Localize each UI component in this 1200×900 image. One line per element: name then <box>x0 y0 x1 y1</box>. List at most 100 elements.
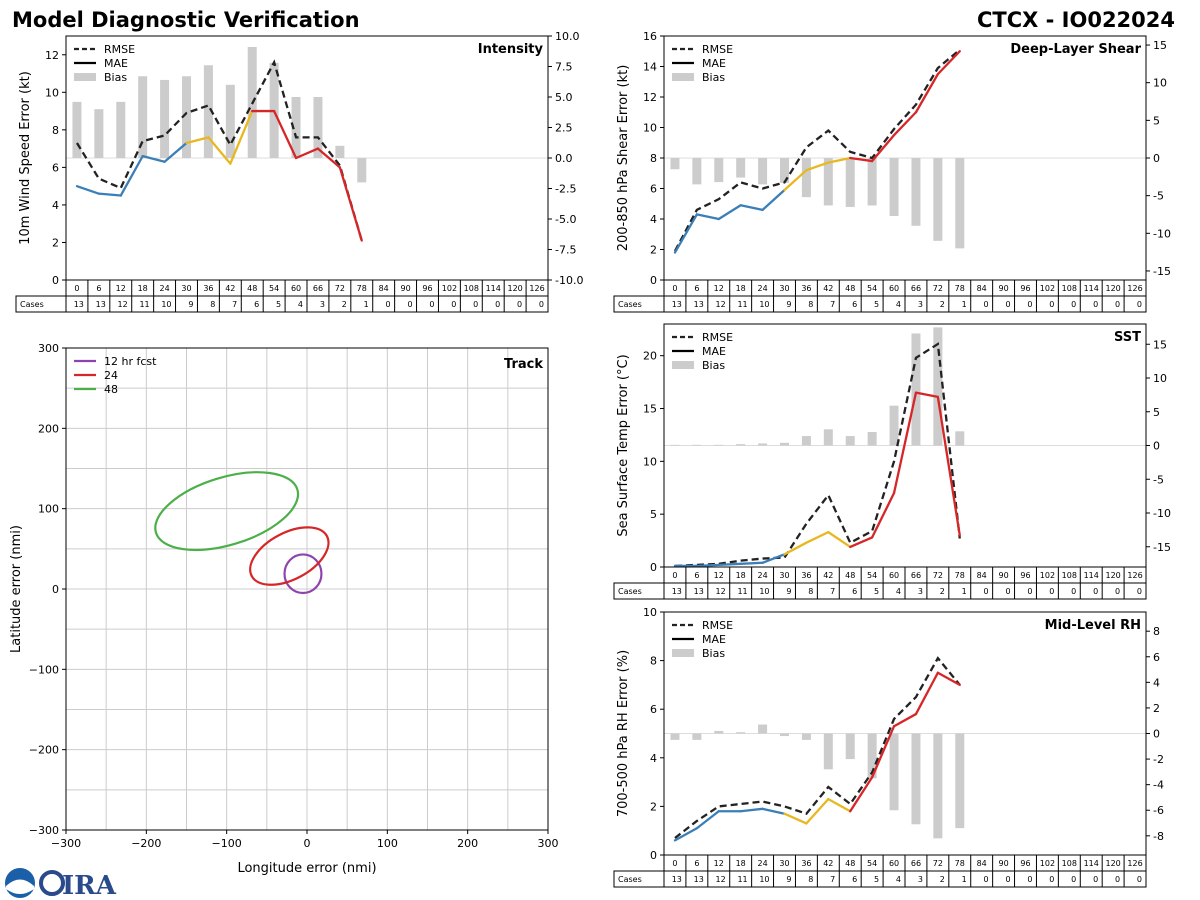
mae-segment <box>141 154 166 163</box>
case-count-cell: 5 <box>874 587 879 596</box>
bias-bar <box>889 733 899 811</box>
mae-segment <box>316 147 342 169</box>
mae-segment <box>870 133 896 163</box>
y2-tick-label: 0.0 <box>555 152 573 165</box>
lead-hour-cell: 84 <box>379 284 389 293</box>
bias-bar <box>801 158 811 198</box>
lead-hour-cell: 24 <box>757 284 767 293</box>
y-tick-label: 0 <box>52 583 59 596</box>
case-count-cell: 9 <box>786 587 791 596</box>
mae-segment <box>783 812 808 825</box>
y2-tick-label: 10 <box>1153 77 1167 90</box>
bias-bar <box>160 79 170 158</box>
lead-hour-cell: 12 <box>714 571 724 580</box>
y-tick-label: 0 <box>650 561 657 574</box>
mae-segment <box>739 561 764 565</box>
lead-hour-cell: 78 <box>955 284 965 293</box>
lead-hour-cell: 84 <box>977 571 987 580</box>
case-count-cell: 10 <box>759 875 769 884</box>
case-count-cell: 9 <box>786 875 791 884</box>
y2-tick-label: 10 <box>1153 372 1167 385</box>
lead-hour-cell: 18 <box>736 571 746 580</box>
bias-bar <box>845 158 855 207</box>
mae-segment <box>827 530 852 549</box>
y-axis-label: Sea Surface Temp Error (°C) <box>616 354 631 536</box>
mae-segment <box>936 671 961 687</box>
mae-segment <box>936 50 961 76</box>
y-tick-label: 2 <box>650 800 657 813</box>
case-count-cell: 9 <box>786 300 791 309</box>
lead-hour-cell: 90 <box>400 284 410 293</box>
case-count-cell: 0 <box>984 300 989 309</box>
mae-segment <box>739 204 764 212</box>
bias-bar <box>911 158 921 226</box>
cases-label: Cases <box>618 587 642 596</box>
case-count-cell: 13 <box>672 587 682 596</box>
rmse-line <box>75 59 363 241</box>
case-count-cell: 0 <box>1093 875 1098 884</box>
bias-bar <box>758 724 768 734</box>
x-tick-label: −100 <box>212 837 242 850</box>
case-count-cell: 3 <box>918 875 923 884</box>
x-axis-label: Longitude error (nmi) <box>237 861 376 876</box>
lead-hour-cell: 84 <box>977 859 987 868</box>
case-count-cell: 9 <box>188 300 193 309</box>
mae-segment <box>827 156 852 164</box>
y2-tick-label: -5.0 <box>555 213 576 226</box>
mae-segment <box>805 797 830 825</box>
case-count-cell: 0 <box>1071 587 1076 596</box>
y-tick-label: 4 <box>650 752 657 765</box>
y-axis-label: 700-500 hPa RH Error (%) <box>616 650 631 817</box>
mae-segment <box>892 111 918 137</box>
legend-bias-swatch <box>672 361 694 369</box>
y2-tick-label: -6 <box>1153 804 1164 817</box>
bias-bar <box>867 158 877 206</box>
y-tick-label: 8 <box>52 124 59 137</box>
case-count-cell: 12 <box>716 300 726 309</box>
bias-bar <box>955 158 965 249</box>
lead-hour-cell: 108 <box>1062 859 1077 868</box>
mae-segment <box>673 827 699 842</box>
lead-hour-cell: 48 <box>845 571 855 580</box>
bias-bar <box>845 436 855 446</box>
case-count-cell: 0 <box>1137 875 1142 884</box>
mae-segment <box>761 553 786 564</box>
case-count-cell: 5 <box>276 300 281 309</box>
lead-hour-cell: 120 <box>1105 571 1120 580</box>
y-tick-label: 100 <box>38 503 59 516</box>
bias-bar <box>955 733 965 829</box>
case-count-cell: 4 <box>896 587 901 596</box>
lead-hour-cell: 30 <box>181 284 191 293</box>
cases-label: Cases <box>618 875 642 884</box>
case-count-cell: 3 <box>918 300 923 309</box>
y-tick-label: −100 <box>29 663 59 676</box>
case-count-cell: 0 <box>1093 300 1098 309</box>
case-count-cell: 0 <box>1005 587 1010 596</box>
case-count-cell: 0 <box>1071 875 1076 884</box>
y-tick-label: 4 <box>650 213 657 226</box>
bias-bar <box>203 65 213 158</box>
mae-segment <box>892 391 918 495</box>
legend-mae-label: MAE <box>702 345 726 358</box>
legend-bias-label: Bias <box>702 71 725 84</box>
y2-tick-label: 15 <box>1153 39 1167 52</box>
mae-segment <box>783 169 808 192</box>
legend-bias-swatch <box>74 73 96 81</box>
lead-hour-cell: 126 <box>1127 284 1142 293</box>
y2-tick-label: 8 <box>1153 625 1160 638</box>
case-count-cell: 8 <box>808 875 813 884</box>
mae-segment <box>827 797 852 813</box>
bias-bar <box>758 443 768 446</box>
bias-bar <box>736 158 746 178</box>
lead-hour-cell: 18 <box>736 284 746 293</box>
mae-segment <box>97 192 122 197</box>
bias-bar <box>823 429 833 446</box>
bias-bar <box>845 733 855 760</box>
y-tick-label: 0 <box>52 274 59 287</box>
legend-mae-label: MAE <box>702 633 726 646</box>
y2-tick-label: -10.0 <box>555 274 583 287</box>
lead-hour-cell: 114 <box>1084 571 1099 580</box>
y2-tick-label: -10 <box>1153 227 1171 240</box>
y2-tick-label: -5 <box>1153 473 1164 486</box>
